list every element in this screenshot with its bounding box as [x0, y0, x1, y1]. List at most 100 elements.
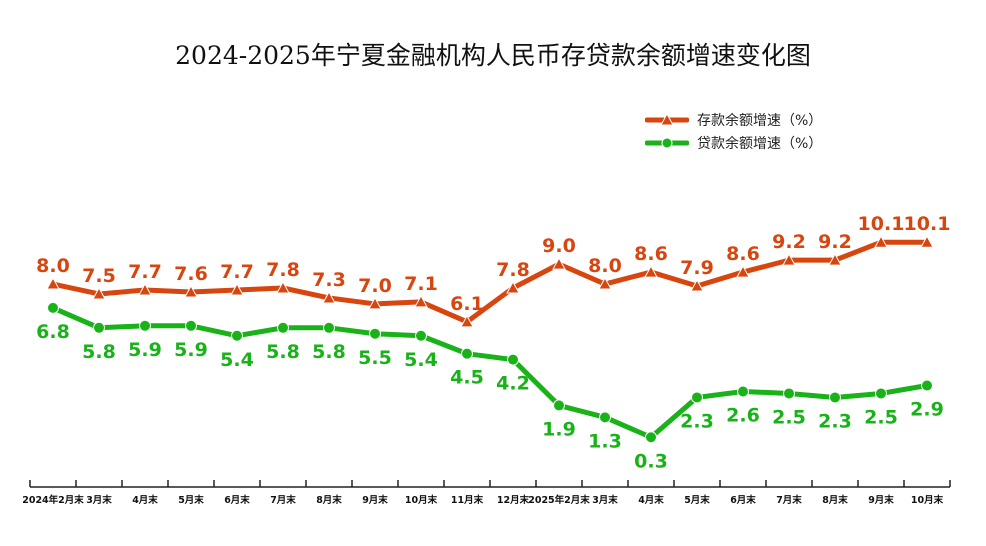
data-label: 5.9 [128, 339, 162, 361]
data-point-circle [737, 385, 749, 398]
x-tick-label: 10月末 [405, 494, 438, 506]
chart-title: 2024-2025年宁夏金融机构人民币存贷款余额增速变化图 [175, 41, 811, 70]
data-point-triangle [690, 278, 704, 292]
x-tick-label: 12月末 [497, 494, 530, 506]
data-label: 2.5 [864, 406, 898, 428]
data-point-circle [921, 379, 933, 392]
data-label: 7.7 [220, 261, 254, 283]
data-point-triangle [230, 282, 244, 296]
data-point-triangle [598, 276, 612, 290]
x-tick-label: 5月末 [178, 494, 204, 506]
x-tick-label: 4月末 [132, 494, 158, 506]
data-point-triangle [276, 280, 290, 294]
data-point-circle [93, 321, 105, 334]
data-label: 2.3 [680, 410, 714, 432]
data-label: 2.3 [818, 410, 852, 432]
data-label: 5.4 [404, 349, 438, 371]
data-label: 2.5 [772, 406, 806, 428]
data-point-triangle [46, 276, 60, 290]
x-tick-label: 7月末 [270, 494, 296, 506]
data-label: 2.6 [726, 404, 760, 426]
data-point-triangle [184, 284, 198, 298]
data-label: 5.5 [358, 347, 392, 369]
data-label: 10.1 [858, 213, 905, 235]
x-tick-label: 10月末 [911, 494, 944, 506]
x-tick-label: 11月末 [451, 494, 484, 506]
data-label: 5.9 [174, 339, 208, 361]
data-label: 7.6 [174, 263, 208, 285]
data-point-circle [553, 399, 565, 412]
data-label: 4.5 [450, 367, 484, 389]
data-point-circle [875, 387, 887, 400]
x-tick-label: 2024年2月末 [22, 494, 84, 506]
series-line-1 [52, 305, 928, 440]
data-label: 5.4 [220, 349, 254, 371]
data-label: 7.7 [128, 261, 162, 283]
x-tick-label: 6月末 [730, 494, 756, 506]
legend-deposit: 存款余额增速（%） [645, 110, 822, 130]
data-label: 7.1 [404, 273, 438, 295]
data-label: 8.6 [726, 243, 760, 265]
x-tick-label: 5月末 [684, 494, 710, 506]
data-point-triangle [874, 235, 888, 248]
x-tick-label: 4月末 [638, 494, 664, 506]
series-line-0 [52, 239, 927, 325]
data-point-triangle [644, 265, 658, 278]
data-point-circle [277, 321, 289, 334]
data-point-circle [323, 321, 335, 334]
data-point-triangle [552, 257, 566, 270]
data-point-triangle [414, 294, 428, 308]
data-label: 5.8 [312, 341, 346, 363]
data-point-circle [231, 329, 243, 342]
x-tick-label: 3月末 [86, 494, 112, 506]
data-point-circle [139, 319, 151, 332]
data-label: 7.3 [312, 269, 346, 291]
x-tick-label: 8月末 [822, 494, 848, 506]
x-tick-label: 3月末 [592, 494, 618, 506]
legend-loan: 贷款余额增速（%） [645, 133, 822, 153]
legend-label: 贷款余额增速（%） [697, 136, 823, 152]
data-label: 7.8 [496, 259, 530, 281]
x-tick-label: 8月末 [316, 494, 342, 506]
data-label: 8.0 [588, 255, 622, 277]
x-tick-label: 9月末 [868, 494, 894, 506]
data-label: 6.8 [36, 321, 70, 343]
data-point-circle [507, 353, 519, 366]
data-label: 8.0 [36, 255, 70, 277]
data-label: 7.5 [82, 265, 116, 287]
data-label: 1.3 [588, 430, 622, 452]
data-label: 6.1 [450, 293, 484, 315]
data-label: 1.9 [542, 418, 576, 440]
data-label: 7.0 [358, 275, 392, 297]
legend-label: 存款余额增速（%） [697, 113, 823, 129]
data-point-circle [599, 411, 611, 424]
data-label: 5.8 [82, 341, 116, 363]
data-point-circle [783, 387, 795, 400]
data-label: 7.9 [680, 257, 714, 279]
data-label: 9.2 [772, 231, 806, 253]
x-tick-label: 7月末 [776, 494, 802, 506]
data-label: 4.2 [496, 373, 530, 395]
data-label: 8.6 [634, 243, 668, 265]
data-point-circle [691, 391, 703, 404]
data-point-circle [185, 319, 197, 332]
data-label: 10.1 [904, 213, 951, 235]
data-point-triangle [782, 253, 796, 266]
x-tick-label: 2025年2月末 [528, 494, 590, 506]
data-point-circle [415, 329, 427, 342]
data-label: 2.9 [910, 399, 944, 421]
data-label: 7.8 [266, 259, 300, 281]
data-label: 9.0 [542, 235, 576, 257]
data-point-triangle [460, 314, 474, 328]
data-point-triangle [322, 290, 336, 304]
data-point-triangle [368, 296, 382, 310]
legend-circle-icon [645, 137, 689, 149]
legend-triangle-icon [645, 113, 689, 126]
data-point-triangle [828, 253, 842, 266]
data-point-triangle [736, 265, 750, 278]
data-point-circle [645, 431, 657, 444]
data-point-triangle [138, 282, 152, 296]
x-tick-label: 6月末 [224, 494, 250, 506]
data-point-circle [47, 301, 59, 314]
data-label: 0.3 [634, 450, 668, 472]
